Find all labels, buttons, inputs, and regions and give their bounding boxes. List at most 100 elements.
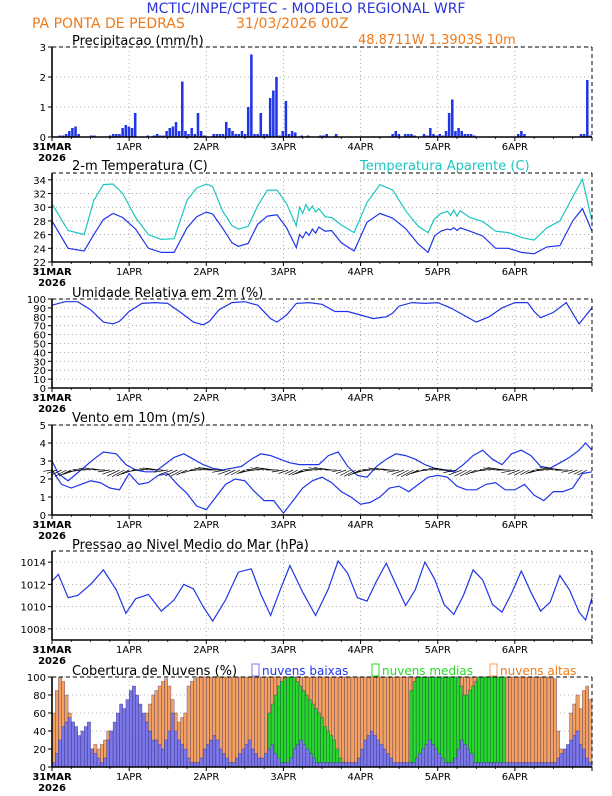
precip-bar	[454, 131, 457, 137]
x-tick-label: 4APR	[347, 772, 373, 783]
cloud-high-bar	[402, 677, 405, 767]
cloud-low-bar	[258, 758, 261, 767]
cloud-medium-bar	[450, 677, 453, 767]
cloud-low-bar	[380, 745, 383, 768]
cloud-low-bar	[425, 745, 428, 768]
cloud-high-bar	[345, 677, 348, 767]
x-tick-label: 1APR	[116, 393, 142, 404]
cloud-medium-bar	[493, 677, 496, 767]
wind-vector-arrow	[392, 470, 404, 475]
cloud-low-bar	[87, 722, 90, 767]
cloud-low-bar	[418, 754, 421, 768]
cloud-high-bar	[226, 677, 229, 767]
x-tick-label: 6APR	[502, 142, 528, 153]
cloud-high-bar	[261, 677, 264, 767]
precip-bar	[250, 55, 253, 138]
cloud-low-bar	[586, 758, 589, 767]
x-tick-label: 3APR	[270, 393, 296, 404]
x-tick-label: 4APR	[347, 267, 373, 278]
cloud-high-bar	[541, 677, 544, 767]
cloud-low-bar	[142, 713, 145, 767]
x-tick-label-year: 2026	[38, 656, 66, 667]
cloud-low-bar	[300, 740, 303, 767]
cloud-medium-bar	[410, 691, 413, 768]
y-tick-label: 34	[33, 176, 46, 187]
cloud-low-bar	[78, 736, 81, 768]
precip-bar	[134, 113, 137, 137]
x-tick-label: 1APR	[116, 142, 142, 153]
x-tick-label: 6APR	[502, 267, 528, 278]
cloud-low-bar	[274, 754, 277, 768]
cloud-high-bar	[229, 677, 232, 767]
x-tick-label-year: 2026	[38, 531, 66, 542]
cloud-low-bar	[120, 704, 123, 767]
cloud-low-bar	[460, 740, 463, 767]
cloud-medium-bar	[484, 677, 487, 767]
cloud-low-bar	[145, 722, 148, 767]
cloud-low-bar	[370, 731, 373, 767]
x-tick-label: 6APR	[502, 772, 528, 783]
cloud-medium-bar	[280, 682, 283, 768]
x-tick-label: 1APR	[116, 520, 142, 531]
cloud-low-bar	[264, 754, 267, 768]
wind-vector-arrow	[477, 470, 486, 471]
cloud-high-bar	[550, 677, 553, 767]
cloud-medium-bar	[481, 677, 484, 767]
cloud-low-bar	[107, 740, 110, 767]
cloud-high-bar	[193, 679, 196, 767]
x-tick-label: 2APR	[193, 772, 219, 783]
precip-bar	[184, 131, 187, 137]
y-tick-label: 3	[40, 457, 46, 468]
cloud-low-bar	[296, 745, 299, 768]
legend-swatch	[372, 664, 379, 676]
precip-bar	[165, 131, 168, 137]
legend-label: nuvens altas	[500, 664, 576, 678]
cloud-medium-bar	[324, 727, 327, 768]
y-tick-label: 3	[40, 43, 46, 54]
cloud-low-bar	[290, 758, 293, 767]
cloud-low-bar	[457, 749, 460, 767]
precip-bar	[125, 125, 128, 137]
wind-vector-arrow	[480, 469, 491, 470]
x-tick-label: 5APR	[425, 267, 451, 278]
x-tick-label-year: 2026	[38, 278, 66, 289]
y-tick-label: 32	[33, 190, 46, 201]
cloud-medium-bar	[290, 677, 293, 767]
cloud-medium-bar	[447, 677, 450, 767]
cloud-high-bar	[348, 677, 351, 767]
cloud-medium-bar	[499, 677, 502, 767]
cloud-low-bar	[357, 758, 360, 767]
cloud-low-bar	[415, 758, 418, 767]
cloud-low-bar	[306, 749, 309, 767]
cloud-low-bar	[467, 749, 470, 767]
cloud-high-bar	[508, 677, 511, 767]
cloud-low-bar	[158, 745, 161, 768]
cloud-low-bar	[91, 749, 94, 767]
y-tick-label: 60	[33, 709, 46, 720]
cloud-high-bar	[518, 677, 521, 767]
cloud-high-bar	[232, 677, 235, 767]
precip-bar	[172, 127, 175, 138]
x-tick-label-start: 31MAR	[32, 520, 72, 531]
panel-title: Vento em 10m (m/s)	[72, 411, 205, 426]
cloud-high-bar	[357, 677, 360, 767]
precip-bar	[429, 128, 432, 137]
cloud-high-bar	[393, 677, 396, 767]
cloud-medium-bar	[320, 718, 323, 768]
cloud-low-bar	[367, 736, 370, 768]
cloud-medium-bar	[330, 736, 333, 768]
x-tick-label: 5APR	[425, 142, 451, 153]
cloud-low-bar	[267, 749, 270, 767]
precip-bar	[451, 100, 454, 138]
cloud-low-bar	[62, 727, 65, 768]
precip-bar	[228, 128, 231, 137]
cloud-low-bar	[226, 758, 229, 767]
cloud-low-bar	[573, 736, 576, 768]
y-tick-label: 1	[40, 493, 46, 504]
cloud-low-bar	[361, 749, 364, 767]
x-tick-label: 1APR	[116, 267, 142, 278]
cloud-medium-bar	[287, 677, 290, 767]
precip-bar	[460, 131, 463, 137]
